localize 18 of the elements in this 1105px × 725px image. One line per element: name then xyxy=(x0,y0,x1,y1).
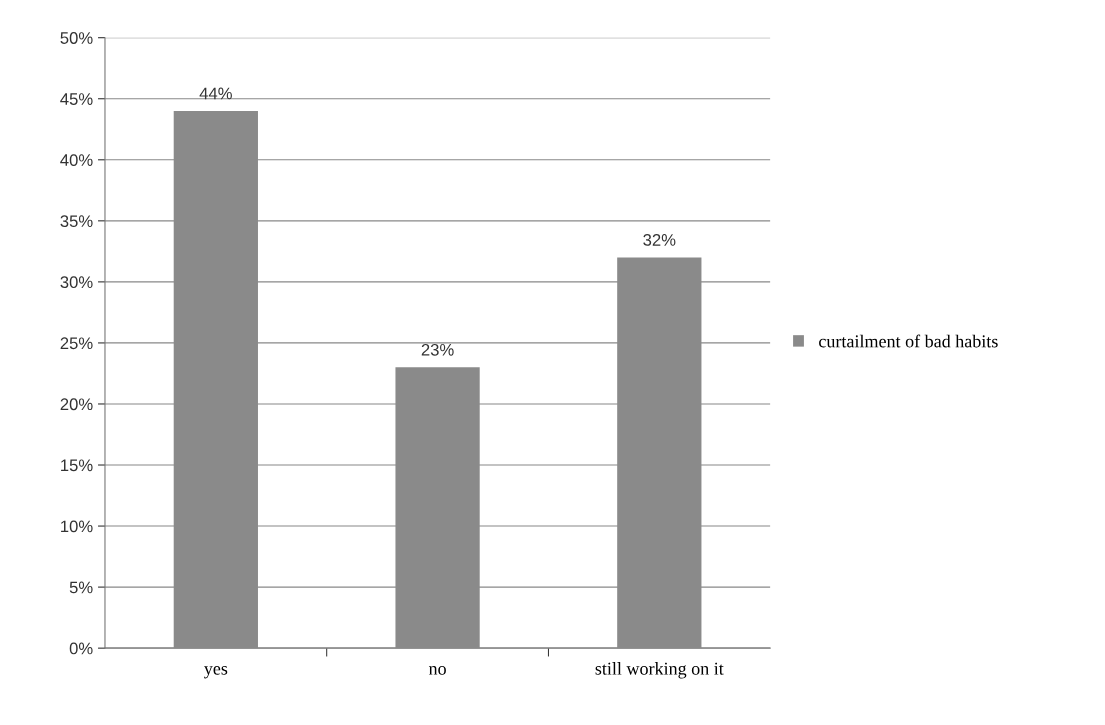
y-tick-label: 10% xyxy=(61,520,93,533)
data-label: 32% xyxy=(643,234,676,246)
y-tick-label: 5% xyxy=(69,581,93,594)
y-tick-label: 0% xyxy=(69,642,93,655)
y-tick-label: 50% xyxy=(60,32,93,44)
y-tick-label: 35% xyxy=(60,215,93,228)
data-label: 23% xyxy=(421,343,454,356)
x-tick-label: yes xyxy=(204,666,228,679)
y-tick-label: 30% xyxy=(60,276,93,289)
y-tick-label: 45% xyxy=(60,93,93,105)
y-tick-label: 25% xyxy=(60,337,93,350)
data-label: 44% xyxy=(199,87,232,100)
y-tick-label: 20% xyxy=(60,398,93,411)
x-tick-label: still working on it xyxy=(595,662,724,679)
x-tick-label: no xyxy=(428,666,446,675)
y-tick-label: 15% xyxy=(61,459,93,472)
y-tick-label: 40% xyxy=(60,154,93,166)
legend-label: curtailment of bad habits xyxy=(819,334,998,348)
